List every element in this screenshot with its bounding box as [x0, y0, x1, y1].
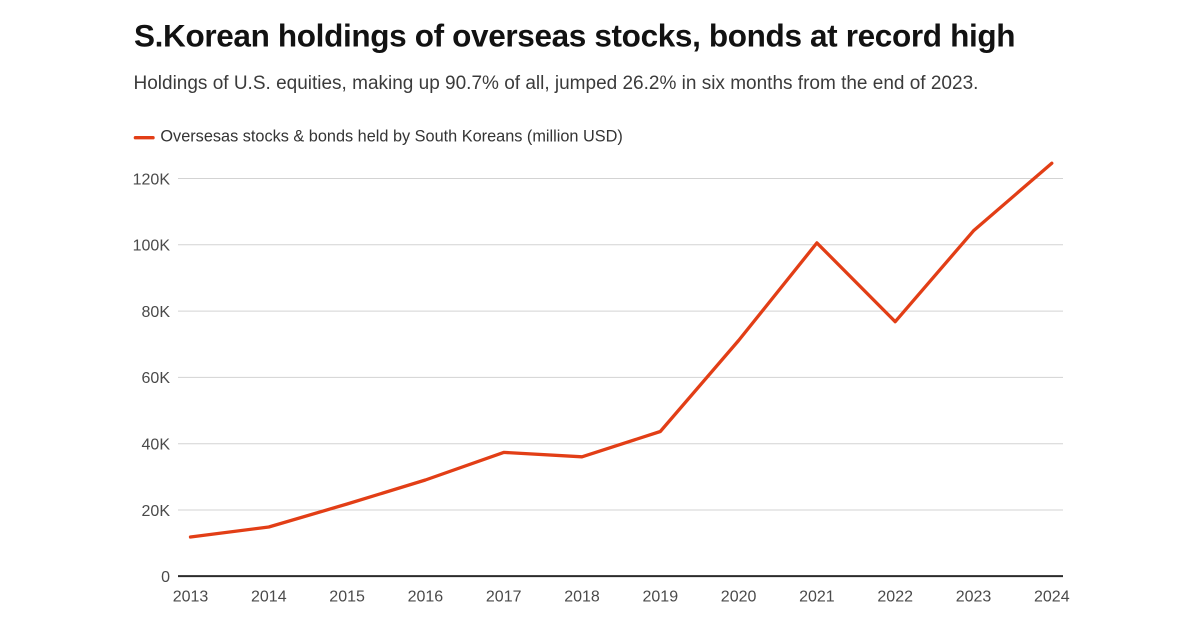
svg-text:20K: 20K: [142, 503, 171, 520]
svg-text:0: 0: [161, 569, 170, 586]
svg-text:40K: 40K: [142, 437, 171, 454]
svg-text:120K: 120K: [133, 171, 171, 188]
svg-text:2022: 2022: [877, 589, 913, 606]
svg-text:2024: 2024: [1034, 589, 1070, 606]
svg-text:2019: 2019: [643, 589, 679, 606]
svg-text:2016: 2016: [408, 589, 444, 606]
svg-text:80K: 80K: [142, 304, 171, 321]
svg-text:2014: 2014: [251, 589, 287, 606]
svg-text:2013: 2013: [173, 589, 209, 606]
svg-text:60K: 60K: [142, 370, 171, 387]
svg-text:100K: 100K: [133, 238, 171, 255]
svg-text:S.Korean holdings of overseas: S.Korean holdings of overseas stocks, bo…: [134, 18, 1015, 54]
svg-text:Holdings of U.S. equities, mak: Holdings of U.S. equities, making up 90.…: [134, 73, 979, 94]
svg-text:2015: 2015: [329, 589, 365, 606]
svg-text:2023: 2023: [956, 589, 992, 606]
svg-text:Oversesas stocks & bonds held: Oversesas stocks & bonds held by South K…: [160, 128, 622, 146]
svg-text:2017: 2017: [486, 589, 522, 606]
svg-text:2020: 2020: [721, 589, 757, 606]
svg-text:2018: 2018: [564, 589, 600, 606]
svg-text:2021: 2021: [799, 589, 835, 606]
